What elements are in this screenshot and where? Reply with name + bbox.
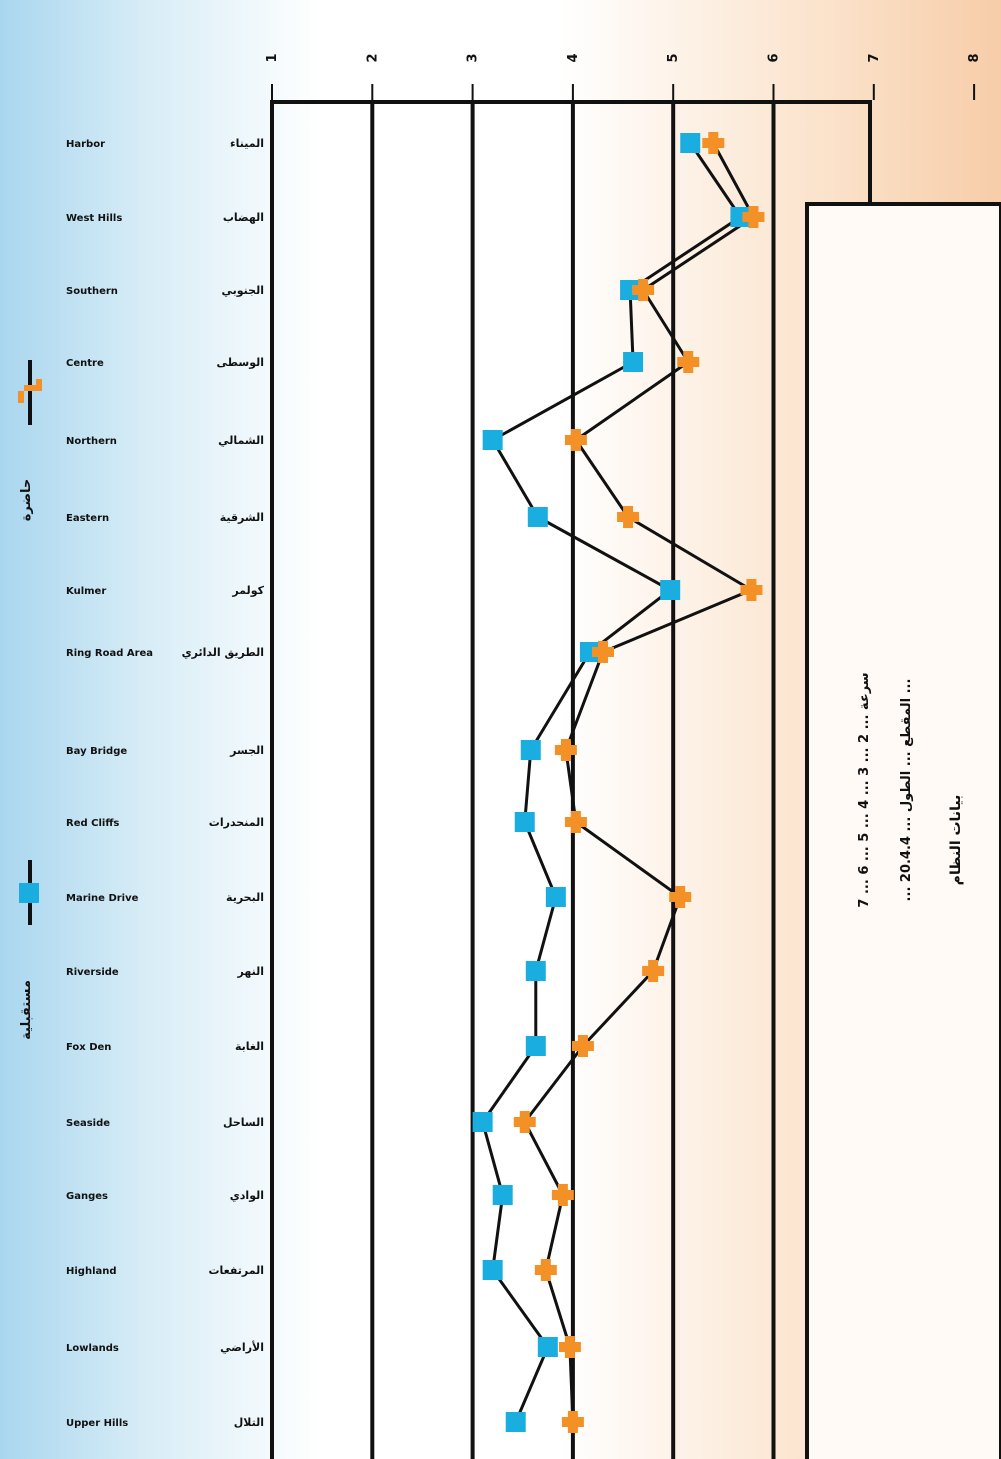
data-point [740,579,763,601]
category-label: Red Cliffs [66,818,119,829]
data-point [514,812,535,832]
tick-label: 6 [767,53,782,62]
tick-label: 2 [365,53,380,62]
category-label-ar: الطريق الدائري [182,646,264,659]
series-line [523,142,755,1423]
data-point [677,351,700,373]
caption-line-1: بيانات النظام [948,795,964,886]
category-label-ar: الميناء [230,137,264,150]
category-label: Highland [66,1266,117,1277]
category-label: Southern [66,286,118,297]
data-point [525,961,546,981]
category-label: Marine Drive [66,893,139,904]
cross-marker-icon [18,379,42,403]
data-point [642,960,665,982]
data-point [505,1412,526,1432]
category-label-ar: التلال [234,1416,264,1429]
legend-item-bottom: مستقبلية [19,860,39,1040]
category-label-ar: الأراضي [220,1340,264,1354]
category-label: Seaside [66,1118,110,1129]
data-point [545,887,566,907]
caption-line-2: سرعة ... 2 ... 3 ... 4 ... 5 ... 6 ... 7 [857,672,872,907]
category-label: Northern [66,436,117,447]
category-label: Ganges [66,1191,108,1202]
caption: بيانات النظام سرعة ... 2 ... 3 ... 4 ...… [857,672,964,907]
data-point [492,1185,513,1205]
data-point [680,133,701,153]
category-label-ar: الوادي [230,1189,264,1202]
category-label: Bay Bridge [66,746,127,757]
category-label: Fox Den [66,1042,111,1053]
data-point [551,1184,574,1206]
category-label-ar: النهر [237,965,265,978]
category-label: West Hills [66,213,122,224]
category-label-ar: الجنوبي [222,284,264,297]
category-label-ar: الشرقية [220,511,264,524]
data-point [554,739,577,761]
category-label-ar: الوسطى [217,356,264,369]
data-point [534,1259,557,1281]
info-panel [805,202,1001,1459]
category-label-ar: الغابة [235,1040,264,1053]
data-point [472,1112,493,1132]
category-label-ar: الساحل [223,1116,264,1129]
data-point [558,1336,581,1358]
data-point [482,430,503,450]
category-label-ar: الهضاب [223,211,264,224]
data-point [571,1035,594,1057]
category-label: Riverside [66,967,119,978]
data-point [525,1036,546,1056]
tick-label: 3 [466,53,481,62]
tick-label: 8 [967,53,982,62]
category-label: Upper Hills [66,1418,128,1429]
data-point [632,279,655,301]
square-marker-icon [19,883,39,903]
data-point [591,641,614,663]
category-labels: Harbor الميناء West Hills الهضاب Southern الج… [66,137,265,1429]
category-label-ar: الشمالي [218,434,264,447]
data-point [742,206,765,228]
category-label: Centre [66,358,104,369]
data-point [561,1411,584,1433]
legend-item-top: حاضرة [18,360,42,521]
category-label-ar: كولمر [231,584,264,597]
gridlines [370,102,776,1459]
category-label-ar: المنحدرات [209,816,264,829]
category-label: Harbor [66,139,105,150]
axis-ticks: 1 2 3 4 5 6 7 8 [265,53,982,100]
legend-label-bottom: مستقبلية [19,980,34,1040]
data-point [623,352,644,372]
legend: حاضرة مستقبلية [18,360,42,1040]
caption-line-3: ... المقطع ... الطول ... 20.4.4 ... [899,679,914,902]
category-label: Ring Road Area [66,648,153,659]
tick-label: 7 [867,53,882,62]
data-point [617,506,640,528]
data-point [527,507,548,527]
data-point [513,1111,536,1133]
data-point [660,580,681,600]
tick-label: 5 [666,53,681,62]
legend-label-top: حاضرة [19,479,34,522]
category-label: Lowlands [66,1343,119,1354]
series-line [481,142,742,1423]
data-point [669,886,692,908]
category-label-ar: الجسر [229,744,264,757]
category-label: Kulmer [66,586,106,597]
series-layer [472,132,765,1433]
tick-label: 4 [566,53,581,62]
data-point [702,132,725,154]
category-label: Eastern [66,513,109,524]
category-label-ar: البحرية [226,891,264,904]
tick-label: 1 [265,53,280,62]
data-point [564,429,587,451]
data-point [520,740,541,760]
data-point [537,1337,558,1357]
data-point [564,811,587,833]
category-label-ar: المرتفعات [208,1264,264,1277]
data-point [482,1260,503,1280]
